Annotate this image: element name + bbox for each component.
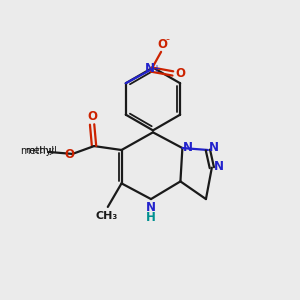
Text: O: O	[87, 110, 97, 123]
Text: N: N	[183, 141, 193, 154]
Text: O: O	[64, 148, 74, 161]
Text: N: N	[214, 160, 224, 173]
Text: N: N	[146, 201, 156, 214]
Text: O: O	[176, 67, 186, 80]
Text: +: +	[152, 64, 160, 74]
Text: methyl: methyl	[20, 146, 54, 156]
Text: methyl: methyl	[25, 146, 57, 155]
Text: H: H	[146, 211, 156, 224]
Text: N: N	[145, 62, 155, 75]
Text: O: O	[157, 38, 167, 52]
Text: -: -	[165, 34, 169, 44]
Text: CH₃: CH₃	[96, 211, 118, 221]
Text: N: N	[209, 141, 219, 154]
